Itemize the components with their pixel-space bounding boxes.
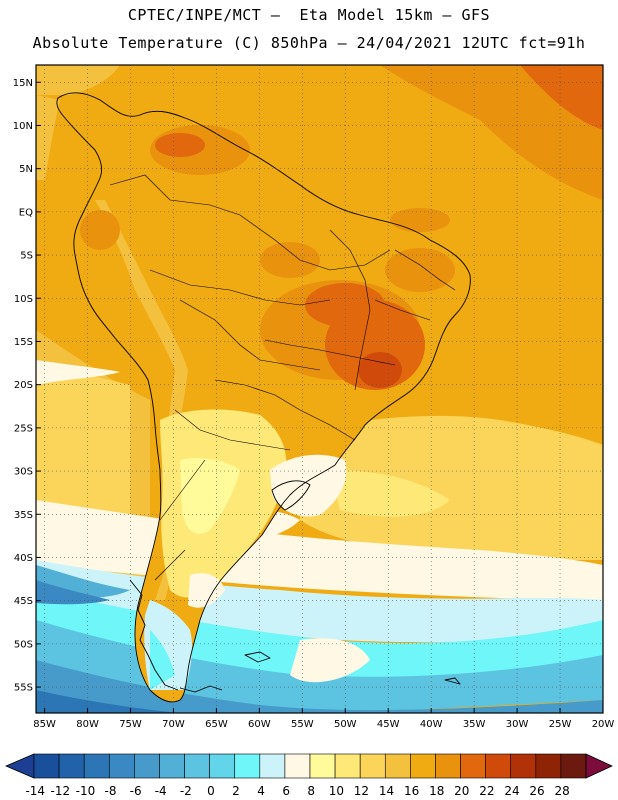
colorbar-tick-label: 6	[282, 784, 290, 798]
colorbar-tick-label: 26	[529, 784, 544, 798]
colorbar-swatch	[435, 753, 461, 779]
colorbar-swatch	[259, 753, 286, 779]
temperature-colorbar	[4, 753, 613, 779]
lat-tick-label: 5N	[19, 164, 33, 175]
colorbar-swatch	[334, 753, 361, 779]
colorbar-swatch	[359, 753, 386, 779]
colorbar-tick-label: 10	[329, 784, 344, 798]
colorbar-tick-label: 8	[307, 784, 315, 798]
lon-tick-label: 80W	[76, 719, 99, 730]
colorbar-tick-label: 12	[354, 784, 369, 798]
colorbar-tick-label: 20	[454, 784, 469, 798]
colorbar-swatch	[108, 753, 135, 779]
colorbar-tick-label: 28	[555, 784, 570, 798]
colorbar-swatch	[209, 753, 236, 779]
colorbar-swatch	[284, 753, 311, 779]
colorbar-tick-label: 24	[504, 784, 519, 798]
lat-tick-label: 15S	[14, 337, 33, 348]
lat-tick-label: 40S	[14, 553, 33, 564]
lon-tick-label: 40W	[420, 719, 443, 730]
lon-tick-label: 70W	[162, 719, 185, 730]
lat-tick-label: 45S	[14, 596, 33, 607]
colorbar-tick-label: -2	[180, 784, 192, 798]
lon-tick-label: 60W	[248, 719, 271, 730]
lon-tick-label: 30W	[506, 719, 529, 730]
lat-tick-label: 50S	[14, 639, 33, 650]
lon-tick-label: 35W	[463, 719, 486, 730]
colorbar-tick-label: 2	[232, 784, 240, 798]
lat-tick-label: 20S	[14, 380, 33, 391]
country-borders	[109, 174, 456, 581]
lon-tick-label: 20W	[592, 719, 615, 730]
lat-tick-label: EQ	[19, 207, 33, 218]
colorbar-swatch	[535, 753, 562, 779]
map-title-line-1: CPTEC/INPE/MCT – Eta Model 15km – GFS	[127, 6, 491, 24]
colorbar-swatch	[460, 753, 486, 779]
lat-tick-label: 30S	[14, 467, 33, 478]
colorbar-swatch	[485, 753, 512, 779]
lon-tick-label: 45W	[377, 719, 400, 730]
colorbar-swatch	[510, 753, 537, 779]
colorbar-swatch	[309, 753, 336, 779]
colorbar-swatch	[234, 753, 261, 779]
colorbar-tick-label: 18	[429, 784, 444, 798]
lon-tick-label: 75W	[119, 719, 142, 730]
map-title-line-2: Absolute Temperature (C) 850hPa – 24/04/…	[32, 34, 586, 52]
lat-tick-label: 5S	[20, 251, 33, 262]
lat-tick-label: 55S	[14, 683, 33, 694]
colorbar-tick-label: -10	[76, 784, 96, 798]
lon-tick-label: 65W	[205, 719, 228, 730]
map-frame	[35, 64, 604, 714]
colorbar-tick-label: 14	[379, 784, 394, 798]
colorbar-tick-label: -8	[105, 784, 117, 798]
colorbar-tick-label: 22	[479, 784, 494, 798]
lon-tick-label: 25W	[549, 719, 572, 730]
lon-tick-label: 85W	[33, 719, 56, 730]
colorbar-labels: -14 -12 -10 -8 -6 -4 -2 0 2 4 6 8 10 12 14 16 18 20 22 24 26…	[25, 784, 569, 798]
lat-tick-label: 10S	[14, 294, 33, 305]
colorbar-over-arrow	[585, 753, 613, 779]
colorbar-tick-label: -12	[51, 784, 71, 798]
lon-tick-label: 55W	[291, 719, 314, 730]
latitude-axis: 15N 10N 5N EQ 5S 10S 15S 20S 25S 30S 35S 40S 45S 50S 5…	[13, 78, 41, 694]
lat-tick-label: 25S	[14, 423, 33, 434]
lon-tick-label: 50W	[334, 719, 357, 730]
colorbar-tick-label: 4	[257, 784, 265, 798]
colorbar-swatch	[159, 753, 185, 779]
colorbar-tick-label: -4	[155, 784, 167, 798]
colorbar-under-arrow	[4, 753, 35, 779]
colorbar-swatch	[384, 753, 411, 779]
colorbar-swatch	[410, 753, 436, 779]
longitude-axis: 85W 80W 75W 70W 65W 60W 55W 50W 45W 40W 35W 30W 25W 2…	[33, 708, 614, 730]
colorbar-tick-label: -6	[130, 784, 142, 798]
colorbar-swatch	[83, 753, 110, 779]
colorbar-swatch	[58, 753, 85, 779]
lat-tick-label: 10N	[13, 121, 33, 132]
coastline	[56, 92, 471, 703]
temperature-field	[36, 65, 603, 713]
lat-tick-label: 15N	[13, 78, 33, 89]
colorbar-swatch	[33, 753, 60, 779]
colorbar-swatch	[134, 753, 160, 779]
colorbar-swatch	[184, 753, 210, 779]
colorbar-tick-label: 16	[404, 784, 419, 798]
lat-tick-label: 35S	[14, 510, 33, 521]
colorbar-tick-label: 0	[207, 784, 215, 798]
colorbar-swatch	[560, 753, 587, 779]
colorbar-tick-label: -14	[25, 784, 45, 798]
